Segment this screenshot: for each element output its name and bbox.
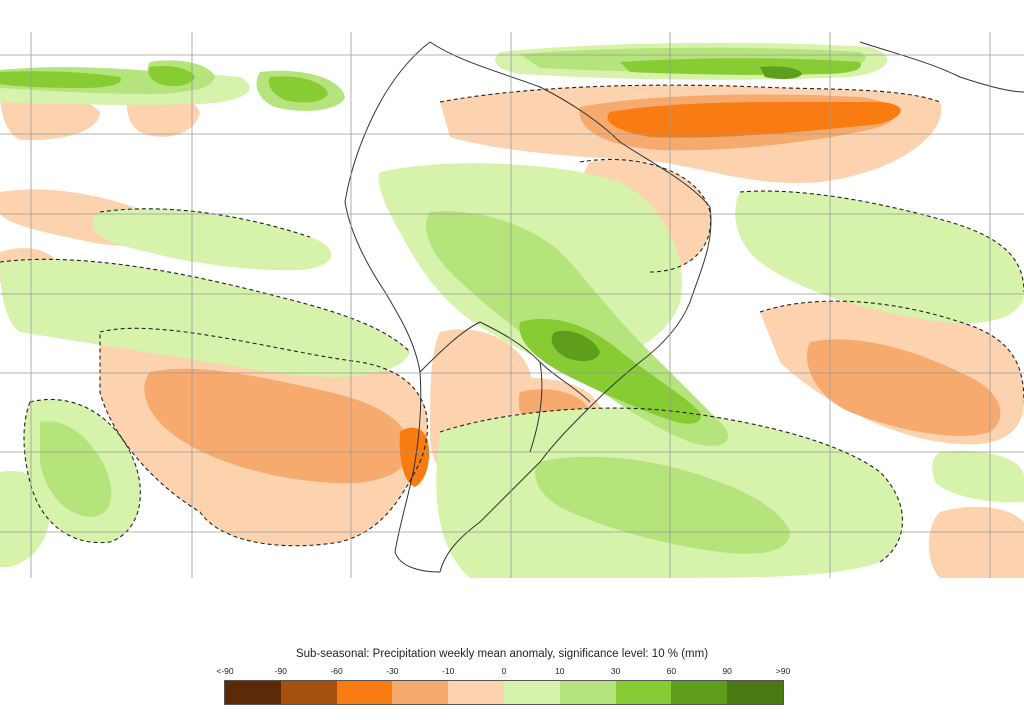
legend-title: Sub-seasonal: Precipitation weekly mean …: [295, 648, 709, 660]
legend-swatch: [448, 681, 504, 704]
significance-contours: [0, 84, 1024, 563]
legend-swatch: [671, 681, 728, 704]
legend-tick-label: -90: [274, 666, 287, 676]
legend-tick-label: 10: [555, 666, 565, 676]
precipitation-anomaly-map: [0, 32, 1024, 578]
dry-anomaly-strong: [399, 101, 901, 487]
coastlines: [344, 41, 1024, 573]
legend-swatch: [336, 681, 393, 704]
wet-anomaly-very-strong: [551, 66, 802, 362]
legend-tick-label: 60: [666, 666, 677, 676]
legend-tick-label: -60: [330, 666, 343, 676]
legend-swatch: [392, 681, 449, 704]
legend-tick-label: 90: [722, 666, 732, 676]
legend-swatch: [559, 681, 616, 704]
legend-tick-label: <-90: [216, 666, 234, 676]
legend-swatch: [280, 681, 337, 704]
legend-colorbar: [224, 680, 784, 705]
legend-swatch: [225, 681, 281, 704]
legend-swatch: [727, 681, 783, 704]
legend-tick-label: -30: [386, 666, 399, 676]
legend-swatch: [615, 681, 672, 704]
lat-lon-grid: [0, 32, 1024, 578]
legend-tick-label: 30: [610, 666, 621, 676]
legend-tick-label: >90: [775, 666, 791, 676]
legend-tick-label: 0: [501, 666, 507, 676]
legend-swatch: [503, 681, 560, 704]
legend-tick-label: -10: [442, 666, 455, 676]
